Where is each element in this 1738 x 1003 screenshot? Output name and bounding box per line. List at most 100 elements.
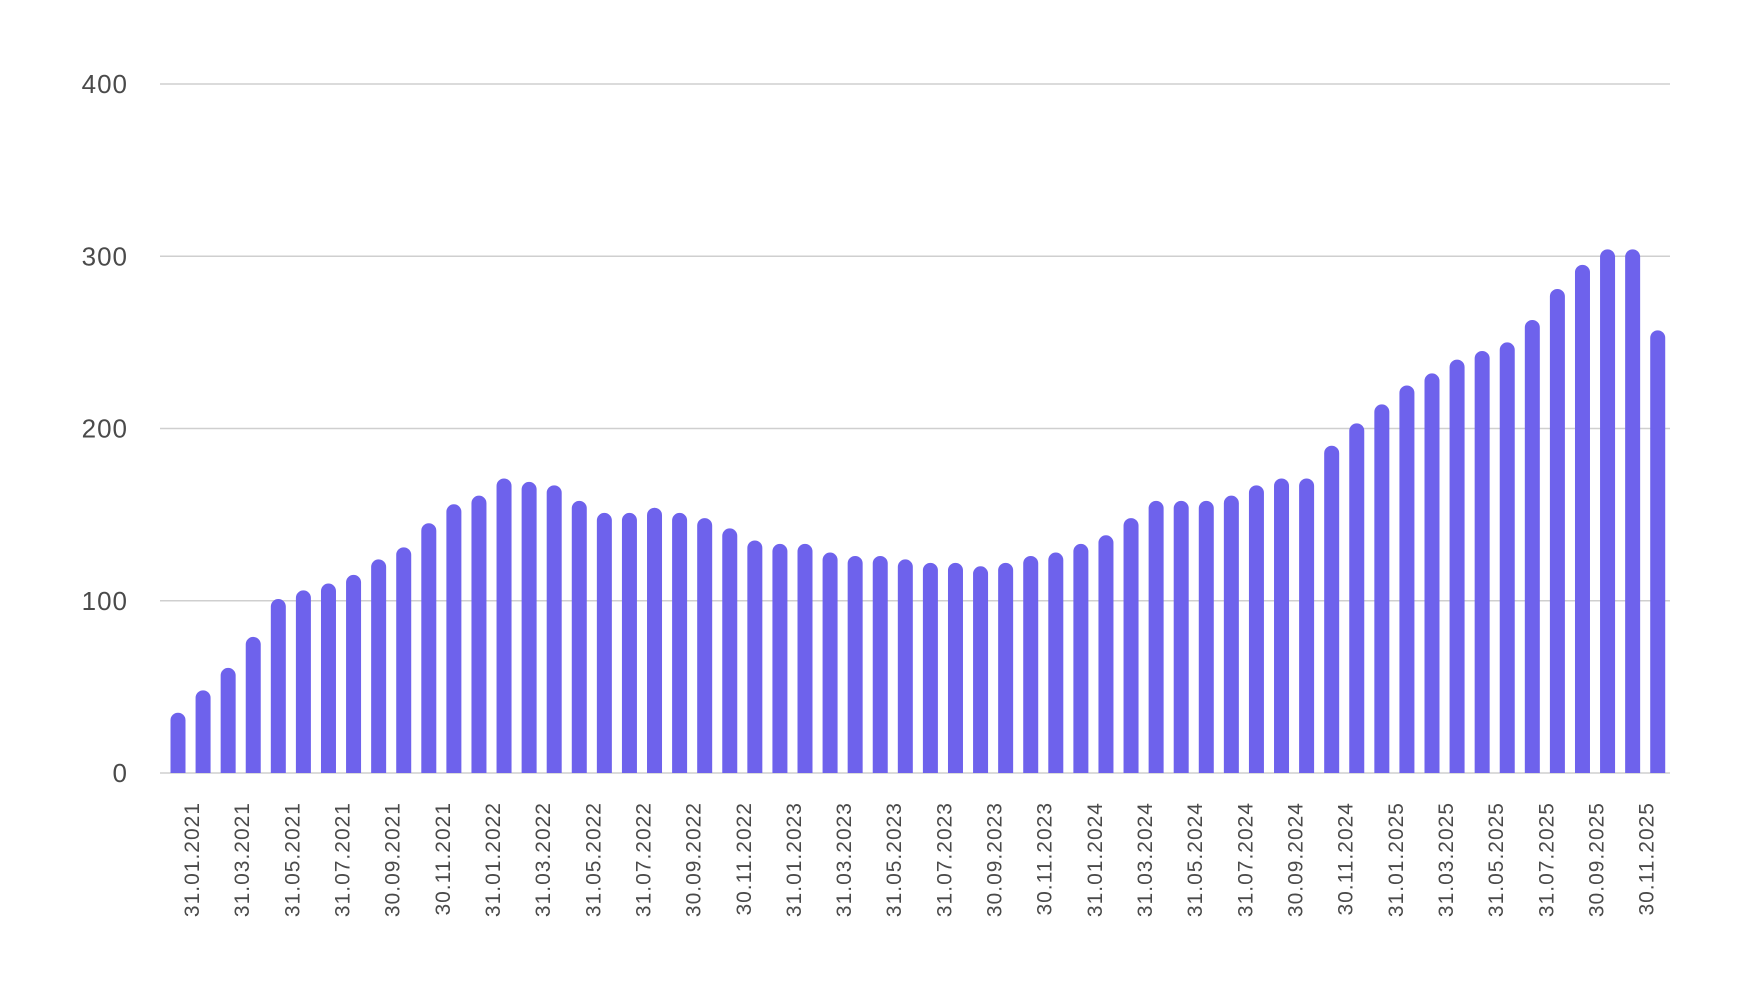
- bar: [947, 562, 963, 773]
- bar: [621, 512, 637, 773]
- bar: [170, 712, 186, 773]
- y-tick-label: 100: [82, 586, 128, 616]
- bar: [496, 478, 512, 773]
- x-tick-label: 31.07.2023: [933, 802, 956, 917]
- x-tick-label: 31.03.2024: [1134, 802, 1157, 917]
- bar: [1198, 500, 1214, 773]
- bar: [973, 566, 989, 773]
- bar: [1274, 478, 1290, 773]
- x-tick-label: 30.09.2024: [1285, 802, 1308, 917]
- bar: [998, 562, 1014, 773]
- x-tick-label: 30.09.2021: [382, 802, 405, 917]
- x-tick-label: 31.03.2025: [1435, 802, 1458, 917]
- bar: [1524, 319, 1540, 773]
- bar: [195, 690, 211, 773]
- gridlines: [160, 83, 1670, 774]
- y-tick-label: 400: [82, 69, 128, 99]
- bar: [596, 512, 612, 773]
- bar: [245, 636, 261, 773]
- bar: [1098, 535, 1114, 773]
- y-tick-label: 200: [82, 414, 128, 444]
- bar: [1399, 385, 1415, 773]
- x-tick-label: 30.09.2023: [984, 802, 1007, 917]
- bar: [672, 512, 688, 773]
- bar: [697, 518, 713, 773]
- bar: [1625, 249, 1641, 774]
- y-tick-label: 300: [82, 241, 128, 271]
- bar: [446, 504, 462, 773]
- x-tick-label: 30.11.2023: [1034, 802, 1057, 916]
- x-tick-label: 31.01.2025: [1385, 802, 1408, 917]
- bar: [897, 559, 913, 773]
- bar: [747, 540, 763, 773]
- bar: [371, 559, 387, 773]
- bar: [521, 481, 537, 773]
- bar: [1549, 288, 1565, 773]
- x-tick-label: 30.11.2022: [733, 802, 756, 916]
- bar: [1248, 485, 1264, 773]
- x-tick-label: 31.05.2022: [582, 802, 605, 917]
- bar: [1299, 478, 1315, 773]
- x-tick-label: 30.11.2024: [1335, 802, 1358, 916]
- bar: [1600, 249, 1616, 774]
- x-tick-label: 31.07.2025: [1535, 802, 1558, 917]
- y-tick-label: 0: [113, 758, 128, 788]
- bars: [170, 249, 1666, 774]
- x-tick-label: 31.05.2025: [1485, 802, 1508, 917]
- x-tick-label: 31.05.2024: [1184, 802, 1207, 917]
- bar: [1349, 423, 1365, 773]
- x-tick-label: 31.05.2021: [281, 802, 304, 917]
- y-axis-ticks: 0 100 200 300 400: [82, 69, 128, 788]
- x-tick-label: 30.11.2025: [1636, 802, 1659, 916]
- bar: [1073, 543, 1089, 773]
- bar: [546, 485, 562, 773]
- bar: [872, 555, 888, 773]
- x-tick-label: 30.09.2025: [1585, 802, 1608, 917]
- bar: [822, 552, 838, 773]
- bar: [1374, 404, 1390, 773]
- bar: [1650, 330, 1666, 773]
- bar: [1023, 555, 1039, 773]
- bar: [396, 547, 412, 773]
- x-tick-label: 31.03.2021: [231, 802, 254, 917]
- x-axis-ticks: 31.01.2021 31.03.2021 31.05.2021 31.07.2021…: [181, 802, 1659, 917]
- bar: [1449, 359, 1465, 773]
- bar: [1474, 350, 1490, 773]
- x-tick-label: 30.11.2021: [432, 802, 455, 916]
- x-tick-label: 31.07.2021: [331, 802, 354, 917]
- bar: [847, 555, 863, 773]
- x-tick-label: 31.07.2022: [632, 802, 655, 917]
- x-tick-label: 31.01.2022: [482, 802, 505, 917]
- bar: [922, 562, 938, 773]
- x-tick-label: 31.03.2023: [833, 802, 856, 917]
- bar: [295, 590, 311, 773]
- bar: [571, 500, 587, 773]
- bar: [320, 583, 336, 773]
- bar: [797, 543, 813, 773]
- bar: [346, 574, 362, 773]
- bar: [421, 523, 437, 773]
- bar: [1173, 500, 1189, 773]
- bar: [1499, 342, 1515, 773]
- x-tick-label: 31.01.2024: [1084, 802, 1107, 917]
- x-tick-label: 31.03.2022: [532, 802, 555, 917]
- bar: [1123, 518, 1139, 773]
- bar: [471, 495, 487, 773]
- bar: [270, 599, 286, 773]
- bar: [1574, 264, 1590, 773]
- bar: [220, 667, 236, 773]
- bar: [1148, 500, 1164, 773]
- x-tick-label: 31.05.2023: [883, 802, 906, 917]
- bar: [772, 543, 788, 773]
- bar: [1324, 445, 1340, 773]
- bar: [1424, 373, 1440, 773]
- x-tick-label: 31.01.2023: [783, 802, 806, 917]
- bar: [1223, 495, 1239, 773]
- x-tick-label: 31.07.2024: [1234, 802, 1257, 917]
- bar: [722, 528, 738, 773]
- bar: [1048, 552, 1064, 773]
- bar: [647, 507, 663, 773]
- x-tick-label: 31.01.2021: [181, 802, 204, 917]
- x-tick-label: 30.09.2022: [683, 802, 706, 917]
